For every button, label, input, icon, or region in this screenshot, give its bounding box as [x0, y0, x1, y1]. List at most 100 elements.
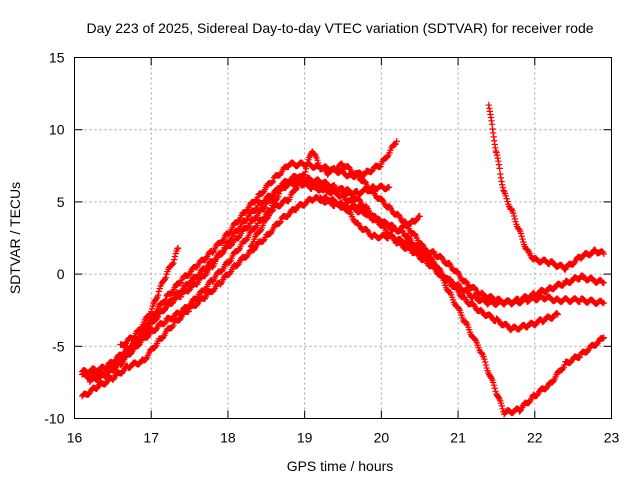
data-point — [185, 271, 193, 278]
data-point — [600, 299, 608, 307]
data-point — [490, 382, 498, 389]
data-point — [254, 194, 261, 201]
data-point — [291, 180, 299, 187]
data-point — [414, 243, 422, 250]
data-point — [277, 171, 284, 178]
data-point — [471, 336, 479, 343]
data-point — [495, 157, 502, 165]
data-point — [170, 259, 177, 267]
data-point — [292, 185, 300, 193]
data-point — [130, 334, 138, 342]
data-point — [510, 210, 517, 217]
data-point — [407, 245, 414, 253]
data-point — [430, 248, 438, 256]
data-point — [554, 311, 561, 318]
grid-lines — [74, 57, 612, 419]
x-tick-label: 23 — [604, 430, 620, 446]
data-point — [600, 250, 608, 258]
data-point — [496, 165, 503, 172]
data-point — [176, 280, 184, 287]
series-arc-5 — [86, 138, 400, 381]
plot-frame — [74, 57, 612, 419]
data-point — [235, 226, 242, 233]
data-point — [361, 171, 368, 179]
data-point — [161, 320, 168, 327]
y-tick-label: 10 — [49, 122, 65, 138]
data-point — [518, 233, 525, 240]
data-point — [423, 257, 430, 264]
data-point — [226, 229, 233, 237]
data-point — [517, 407, 524, 414]
data-point — [386, 203, 394, 211]
data-point — [385, 184, 393, 191]
data-point — [209, 263, 216, 271]
data-point — [393, 138, 400, 145]
data-point — [500, 187, 507, 194]
axis-ticks — [74, 57, 612, 419]
data-point — [494, 154, 501, 162]
data-point — [478, 350, 486, 357]
data-point — [254, 220, 261, 227]
data-point — [174, 244, 182, 252]
data-point — [171, 256, 178, 263]
y-axis-title: SDTVAR / TECUs — [7, 182, 23, 294]
data-point — [251, 246, 258, 253]
x-tick-label: 22 — [527, 430, 543, 446]
series-arc-9 — [485, 101, 608, 273]
data-point — [510, 212, 518, 220]
data-point — [162, 304, 169, 312]
data-point — [503, 195, 510, 202]
data-point — [177, 279, 185, 286]
y-tick-labels: -10 -5 0 5 10 15 — [44, 50, 64, 427]
data-point — [502, 192, 510, 200]
series-arc-7 — [316, 194, 423, 235]
data-point — [260, 198, 268, 206]
data-point — [170, 322, 177, 329]
series-group — [78, 101, 608, 418]
data-point — [395, 212, 403, 219]
data-point — [111, 363, 118, 370]
data-point — [534, 391, 541, 399]
data-point — [277, 218, 284, 225]
x-axis-title: GPS time / hours — [287, 458, 394, 474]
data-point — [314, 176, 322, 183]
data-point — [526, 398, 533, 406]
data-point — [489, 379, 497, 386]
data-point — [235, 217, 242, 225]
data-point — [377, 217, 384, 224]
data-point — [269, 178, 277, 185]
data-point — [235, 246, 242, 254]
data-point — [560, 281, 567, 288]
data-point — [416, 213, 423, 220]
chart-title: Day 223 of 2025, Sidereal Day-to-day VTE… — [86, 20, 593, 36]
data-point — [269, 192, 277, 199]
data-point — [168, 289, 176, 297]
data-point — [600, 279, 608, 286]
data-point — [162, 318, 169, 326]
data-point — [553, 310, 561, 317]
data-point — [162, 274, 169, 281]
data-point — [268, 193, 276, 200]
data-point — [259, 189, 267, 196]
data-point — [275, 190, 283, 197]
data-point — [262, 204, 269, 211]
data-point — [575, 354, 583, 361]
data-point — [169, 261, 176, 268]
data-point — [428, 255, 435, 262]
x-tick-label: 19 — [297, 430, 313, 446]
data-point — [154, 291, 162, 299]
data-point — [414, 250, 421, 257]
data-point — [517, 230, 525, 237]
y-tick-label: -10 — [44, 411, 64, 427]
data-point — [498, 402, 505, 410]
data-point — [202, 272, 209, 279]
data-point — [147, 311, 154, 318]
data-point — [302, 168, 309, 176]
data-point — [273, 196, 280, 203]
data-point — [261, 205, 268, 212]
data-point — [498, 181, 506, 188]
x-tick-label: 16 — [67, 430, 83, 446]
data-point — [376, 216, 383, 223]
data-point — [430, 263, 437, 271]
data-point — [491, 385, 499, 392]
